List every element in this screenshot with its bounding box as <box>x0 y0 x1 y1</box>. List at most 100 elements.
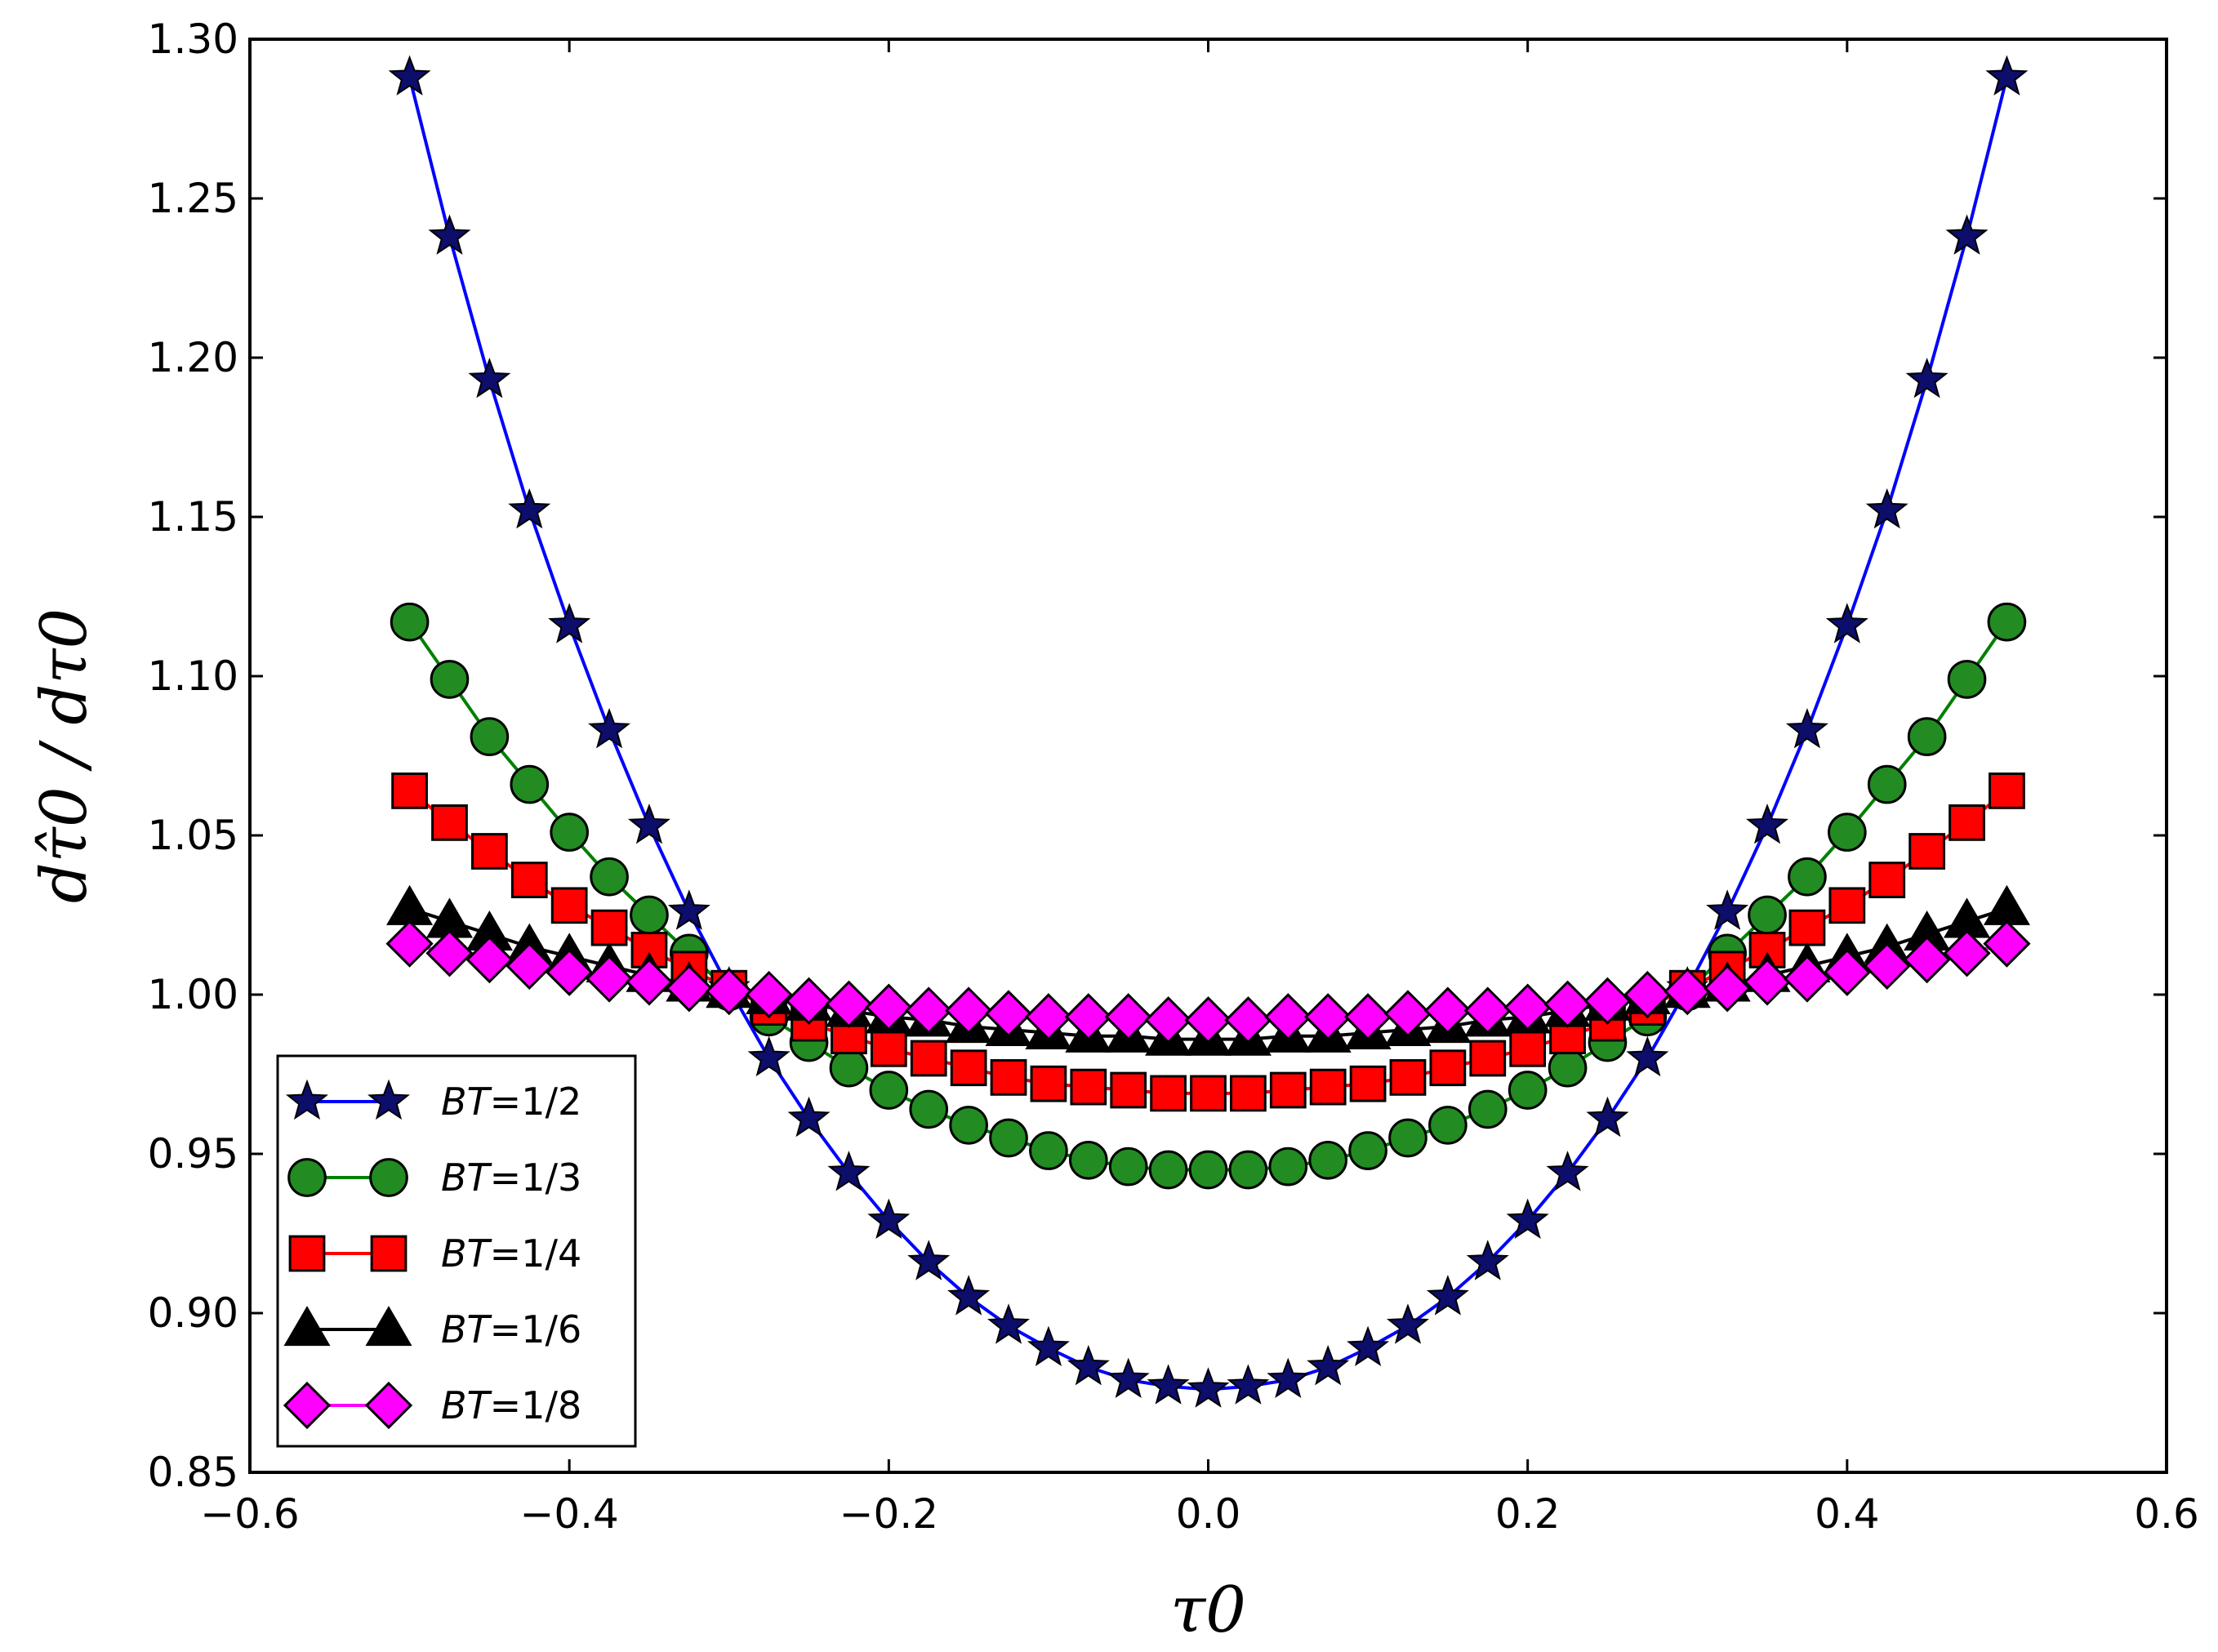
legend-entry: BT=1/6 <box>283 1306 581 1351</box>
data-point <box>1104 993 1152 1041</box>
data-point <box>1304 993 1352 1041</box>
legend-marker <box>288 1235 326 1272</box>
data-point <box>827 1151 871 1191</box>
data-point <box>590 857 629 897</box>
data-point <box>1546 1151 1589 1191</box>
data-point <box>390 602 430 642</box>
data-point <box>1828 887 1866 924</box>
data-point <box>1347 1325 1390 1367</box>
data-point <box>1788 857 1827 897</box>
data-point <box>1903 935 1951 984</box>
data-point <box>1983 920 2031 968</box>
data-point <box>550 887 588 924</box>
series-bt-1-8 <box>385 920 2031 1044</box>
y-tick-label: 1.15 <box>148 493 238 541</box>
data-point <box>1746 803 1789 844</box>
data-point <box>1548 1048 1588 1088</box>
legend-marker <box>364 1381 413 1430</box>
data-point <box>585 955 634 1003</box>
data-point <box>1308 1140 1348 1180</box>
data-point <box>546 948 594 996</box>
data-point <box>1463 986 1512 1035</box>
data-point <box>428 214 471 255</box>
data-point <box>1230 1075 1267 1112</box>
data-point <box>1429 1049 1467 1087</box>
axes-layer: −0.6 −0.4 −0.2 0.0 0.2 0.4 0.6 0.85 0.90 0.95 1.00… <box>148 16 2199 1538</box>
legend-label-var: BT <box>441 1231 493 1276</box>
data-point <box>1067 1344 1110 1386</box>
data-point <box>1428 1106 1468 1145</box>
legend-label: BT=1/8 <box>441 1383 581 1427</box>
data-point <box>1030 1065 1067 1102</box>
legend-label-value: =1/8 <box>490 1383 582 1427</box>
data-point <box>829 1048 869 1088</box>
data-point <box>1543 980 1592 1028</box>
data-point <box>1469 1040 1507 1077</box>
data-point <box>907 1240 951 1280</box>
legend: BT=1/2BT=1/3BT=1/4BT=1/6BT=1/8 <box>276 1054 637 1448</box>
legend-label-var: BT <box>441 1307 493 1351</box>
data-point <box>550 813 589 852</box>
data-point <box>870 1030 907 1067</box>
axis-labels: τ0 dτ̂0 / dτ0 <box>28 608 1246 1647</box>
legend-label-value: =1/6 <box>490 1307 582 1351</box>
data-point <box>431 804 468 841</box>
data-point <box>865 983 913 1031</box>
x-axis-label: τ0 <box>1170 1574 1246 1647</box>
data-point <box>1423 986 1472 1035</box>
data-point <box>1147 1364 1190 1405</box>
legend-label: BT=1/3 <box>441 1156 581 1200</box>
data-point <box>1029 1131 1068 1170</box>
legend-label: BT=1/6 <box>441 1307 581 1351</box>
data-point <box>506 942 554 991</box>
data-point <box>391 773 428 809</box>
y-tick-label: 0.95 <box>148 1130 238 1178</box>
data-point <box>747 1035 791 1077</box>
data-point <box>630 895 669 935</box>
data-point <box>1309 1068 1347 1106</box>
legend-marker <box>370 1235 408 1272</box>
data-point <box>1623 970 1672 1019</box>
data-point <box>869 1071 909 1110</box>
legend-label: BT=1/2 <box>441 1080 581 1124</box>
data-point <box>1389 1059 1427 1096</box>
data-point <box>1626 1035 1669 1077</box>
data-point <box>1388 1118 1427 1158</box>
data-point <box>1024 993 1073 1041</box>
data-point <box>1908 833 1946 870</box>
data-point <box>1468 1089 1508 1129</box>
y-tick-label: 1.10 <box>148 652 238 700</box>
data-point <box>1267 1357 1310 1399</box>
data-point <box>1268 1147 1308 1187</box>
data-point <box>1466 1240 1509 1280</box>
data-point <box>787 1096 831 1138</box>
data-point <box>989 1118 1028 1158</box>
data-point <box>465 935 514 984</box>
data-point <box>1188 1150 1228 1190</box>
data-point <box>1788 909 1826 946</box>
legend-marker <box>287 1158 327 1197</box>
data-point <box>1227 1364 1270 1405</box>
data-point <box>388 55 431 96</box>
data-point <box>667 889 710 930</box>
data-point <box>1190 1075 1227 1112</box>
legend-label-value: =1/3 <box>490 1156 582 1200</box>
data-point <box>510 862 548 898</box>
data-point <box>1264 993 1312 1041</box>
data-point <box>1823 948 1871 996</box>
data-point <box>1064 993 1112 1041</box>
y-tick-label: 1.20 <box>148 334 238 381</box>
legend-entry: BT=1/8 <box>283 1381 581 1430</box>
data-point <box>910 1040 947 1077</box>
data-point <box>1867 764 1907 804</box>
data-point <box>1383 990 1432 1038</box>
x-tick-label: −0.4 <box>519 1490 618 1538</box>
data-point <box>468 357 511 399</box>
legend-marker <box>367 1079 410 1120</box>
data-point <box>1349 1065 1387 1102</box>
x-tick-label: 0.0 <box>1176 1490 1241 1538</box>
data-point <box>1949 804 1985 841</box>
data-point <box>1184 996 1232 1044</box>
data-point <box>987 1303 1031 1344</box>
